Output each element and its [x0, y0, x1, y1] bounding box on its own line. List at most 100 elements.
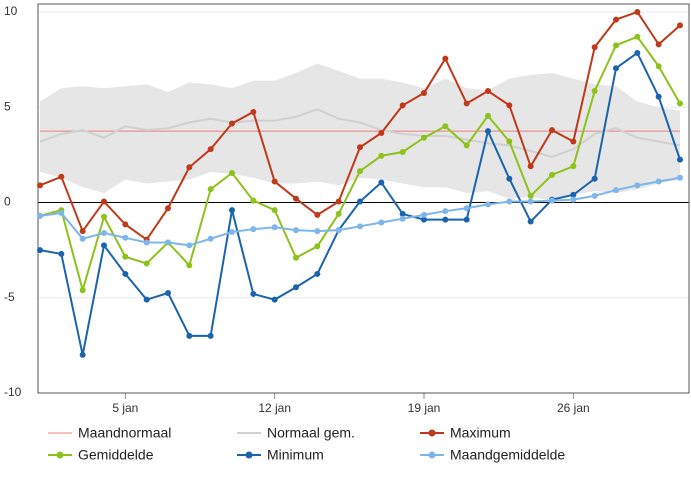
data-point: [143, 239, 150, 246]
data-point: [293, 195, 299, 202]
data-point: [101, 213, 107, 220]
data-point: [335, 210, 342, 217]
data-point: [357, 223, 363, 230]
plot-frame: [37, 3, 690, 394]
data-point: [186, 262, 193, 269]
x-tick-label: 5 jan: [112, 401, 138, 415]
data-point: [463, 205, 470, 212]
data-point: [506, 138, 513, 145]
data-point: [527, 163, 534, 170]
y-tick-label: 10: [4, 4, 18, 18]
data-point: [527, 198, 534, 205]
data-point: [250, 197, 257, 204]
data-point: [79, 228, 86, 235]
data-point: [378, 219, 385, 226]
data-point: [122, 253, 129, 260]
legend-marker: [428, 429, 436, 437]
data-point: [485, 88, 491, 95]
data-point: [421, 89, 427, 96]
x-tick-label: 26 jan: [557, 401, 590, 415]
data-point: [79, 351, 86, 358]
data-point: [527, 192, 534, 199]
legend-label: Maandgemiddelde: [450, 447, 565, 463]
data-point: [314, 228, 321, 235]
data-point: [463, 216, 470, 223]
data-point: [378, 179, 385, 186]
data-point: [421, 211, 427, 218]
legend-marker: [428, 451, 436, 459]
data-point: [677, 100, 683, 107]
data-point: [399, 215, 406, 222]
data-point: [378, 152, 385, 159]
x-tick-label: 19 jan: [408, 401, 441, 415]
data-point: [293, 254, 299, 261]
data-point: [207, 332, 214, 339]
data-point: [570, 163, 577, 170]
data-point: [399, 210, 406, 217]
data-point: [58, 173, 65, 180]
data-point: [634, 33, 641, 40]
data-point: [527, 218, 534, 225]
data-point: [655, 178, 662, 185]
data-point: [122, 270, 129, 277]
data-point: [655, 63, 662, 70]
data-point: [549, 197, 555, 204]
data-point: [634, 49, 641, 56]
data-point: [101, 198, 107, 205]
data-point: [37, 212, 43, 219]
data-point: [399, 102, 406, 109]
data-point: [122, 234, 129, 241]
data-point: [335, 227, 342, 234]
data-point: [143, 260, 150, 267]
data-point: [229, 207, 235, 214]
data-point: [207, 146, 214, 153]
data-point: [549, 127, 555, 134]
data-point: [634, 182, 641, 189]
data-point: [442, 123, 449, 130]
data-point: [677, 156, 683, 163]
data-point: [442, 208, 449, 215]
data-point: [314, 270, 321, 277]
data-point: [229, 229, 235, 236]
data-point: [506, 198, 513, 205]
data-point: [591, 175, 598, 182]
data-point: [58, 250, 65, 257]
data-point: [250, 226, 257, 233]
data-point: [357, 144, 363, 151]
data-point: [293, 284, 299, 291]
data-point: [463, 142, 470, 149]
data-point: [229, 169, 235, 176]
data-point: [485, 201, 491, 208]
data-point: [207, 186, 214, 193]
y-tick-label: 5: [4, 99, 11, 113]
y-tick-label: 0: [4, 195, 11, 209]
data-point: [570, 196, 577, 203]
data-point: [357, 168, 363, 175]
data-point: [421, 134, 427, 141]
data-point: [271, 178, 278, 185]
data-point: [101, 242, 107, 249]
series-line: [39, 108, 681, 158]
data-point: [58, 209, 65, 216]
data-point: [293, 227, 299, 234]
data-point: [613, 187, 619, 194]
data-point: [485, 128, 491, 135]
legend-marker: [245, 451, 253, 459]
data-point: [165, 289, 171, 296]
data-point: [186, 164, 193, 171]
data-point: [485, 112, 491, 119]
y-tick-label: -10: [4, 385, 22, 399]
data-point: [229, 120, 235, 127]
data-point: [207, 235, 214, 242]
data-point: [186, 332, 193, 339]
legend-label: Maandnormaal: [78, 425, 171, 441]
data-point: [677, 174, 683, 181]
x-tick-label: 12 jan: [258, 401, 291, 415]
data-point: [165, 239, 171, 246]
data-point: [506, 102, 513, 109]
data-point: [143, 296, 150, 303]
data-point: [378, 129, 385, 136]
data-point: [101, 229, 107, 236]
data-point: [677, 22, 683, 29]
data-point: [37, 182, 43, 189]
